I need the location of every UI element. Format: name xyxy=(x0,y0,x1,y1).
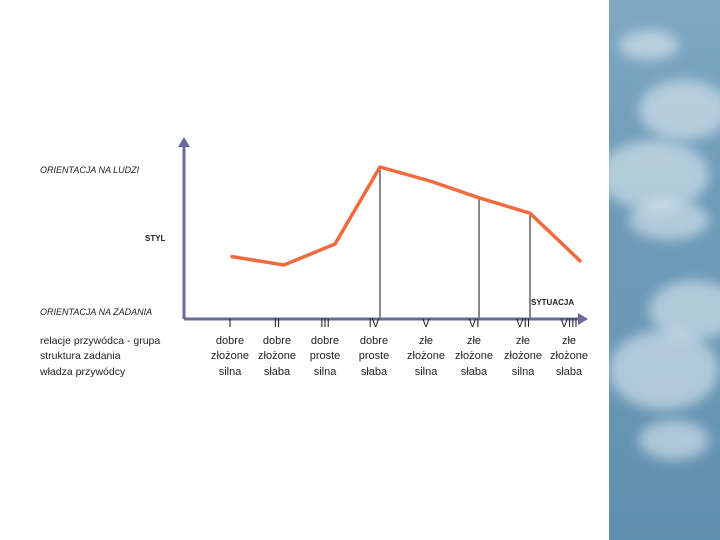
data-point xyxy=(477,196,481,199)
situation-numeral: II xyxy=(273,318,281,330)
situation-power: silna xyxy=(218,366,242,378)
situation-structure: złożone xyxy=(504,350,542,362)
situation-numeral: VII xyxy=(515,318,531,330)
y-axis-bottom-label: ORIENTACJA NA ZADANIA xyxy=(40,307,153,317)
situation-relations: dobre xyxy=(262,335,292,347)
situation-numeral: III xyxy=(320,318,330,330)
situation-relations: złe xyxy=(466,335,482,347)
line-chart xyxy=(178,137,588,325)
row-label-relations: relacje przywódca - grupa xyxy=(40,335,161,347)
situation-power: silna xyxy=(414,366,438,378)
data-point xyxy=(528,212,532,215)
y-axis-arrow xyxy=(178,137,190,147)
situation-power: słaba xyxy=(555,366,583,378)
situation-relations: dobre xyxy=(310,335,340,347)
situation-numeral: I xyxy=(228,318,232,330)
situation-power: słaba xyxy=(360,366,388,378)
data-point xyxy=(578,259,582,262)
situation-power: słaba xyxy=(460,366,488,378)
situation-numeral: V xyxy=(422,318,430,330)
row-label-power: władza przywódcy xyxy=(40,366,126,378)
data-point xyxy=(333,242,337,246)
situation-relations: dobre xyxy=(359,335,389,347)
situation-relations: złe xyxy=(418,335,434,347)
situation-structure: złożone xyxy=(455,350,493,362)
situation-structure: złożone xyxy=(550,350,588,362)
situation-structure: proste xyxy=(358,350,390,362)
situation-power: silna xyxy=(313,366,337,378)
situation-numeral: IV xyxy=(368,318,380,330)
y-axis-top-label: ORIENTACJA NA LUDZI xyxy=(40,165,140,175)
situation-structure: złożone xyxy=(258,350,296,362)
situation-structure: złożone xyxy=(407,350,445,362)
data-point xyxy=(230,255,234,258)
situation-power: silna xyxy=(511,366,535,378)
situation-numeral: VI xyxy=(468,318,480,330)
situation-relations: dobre xyxy=(215,335,245,347)
data-point xyxy=(378,165,382,169)
x-axis-arrow xyxy=(578,313,588,325)
situation-relations: złe xyxy=(561,335,577,347)
y-axis-title: STYL xyxy=(145,234,166,243)
data-point xyxy=(282,263,286,267)
sky-photo-strip xyxy=(609,0,720,540)
series-line xyxy=(230,165,582,267)
x-axis-title: SYTUACJA xyxy=(531,298,575,307)
situation-numeral: VIII xyxy=(560,318,578,330)
data-point xyxy=(428,179,432,183)
situation-structure: złożone xyxy=(211,350,249,362)
situation-relations: złe xyxy=(515,335,531,347)
situation-power: słaba xyxy=(263,366,291,378)
row-label-structure: struktura zadania xyxy=(40,350,121,362)
situation-structure: proste xyxy=(309,350,341,362)
